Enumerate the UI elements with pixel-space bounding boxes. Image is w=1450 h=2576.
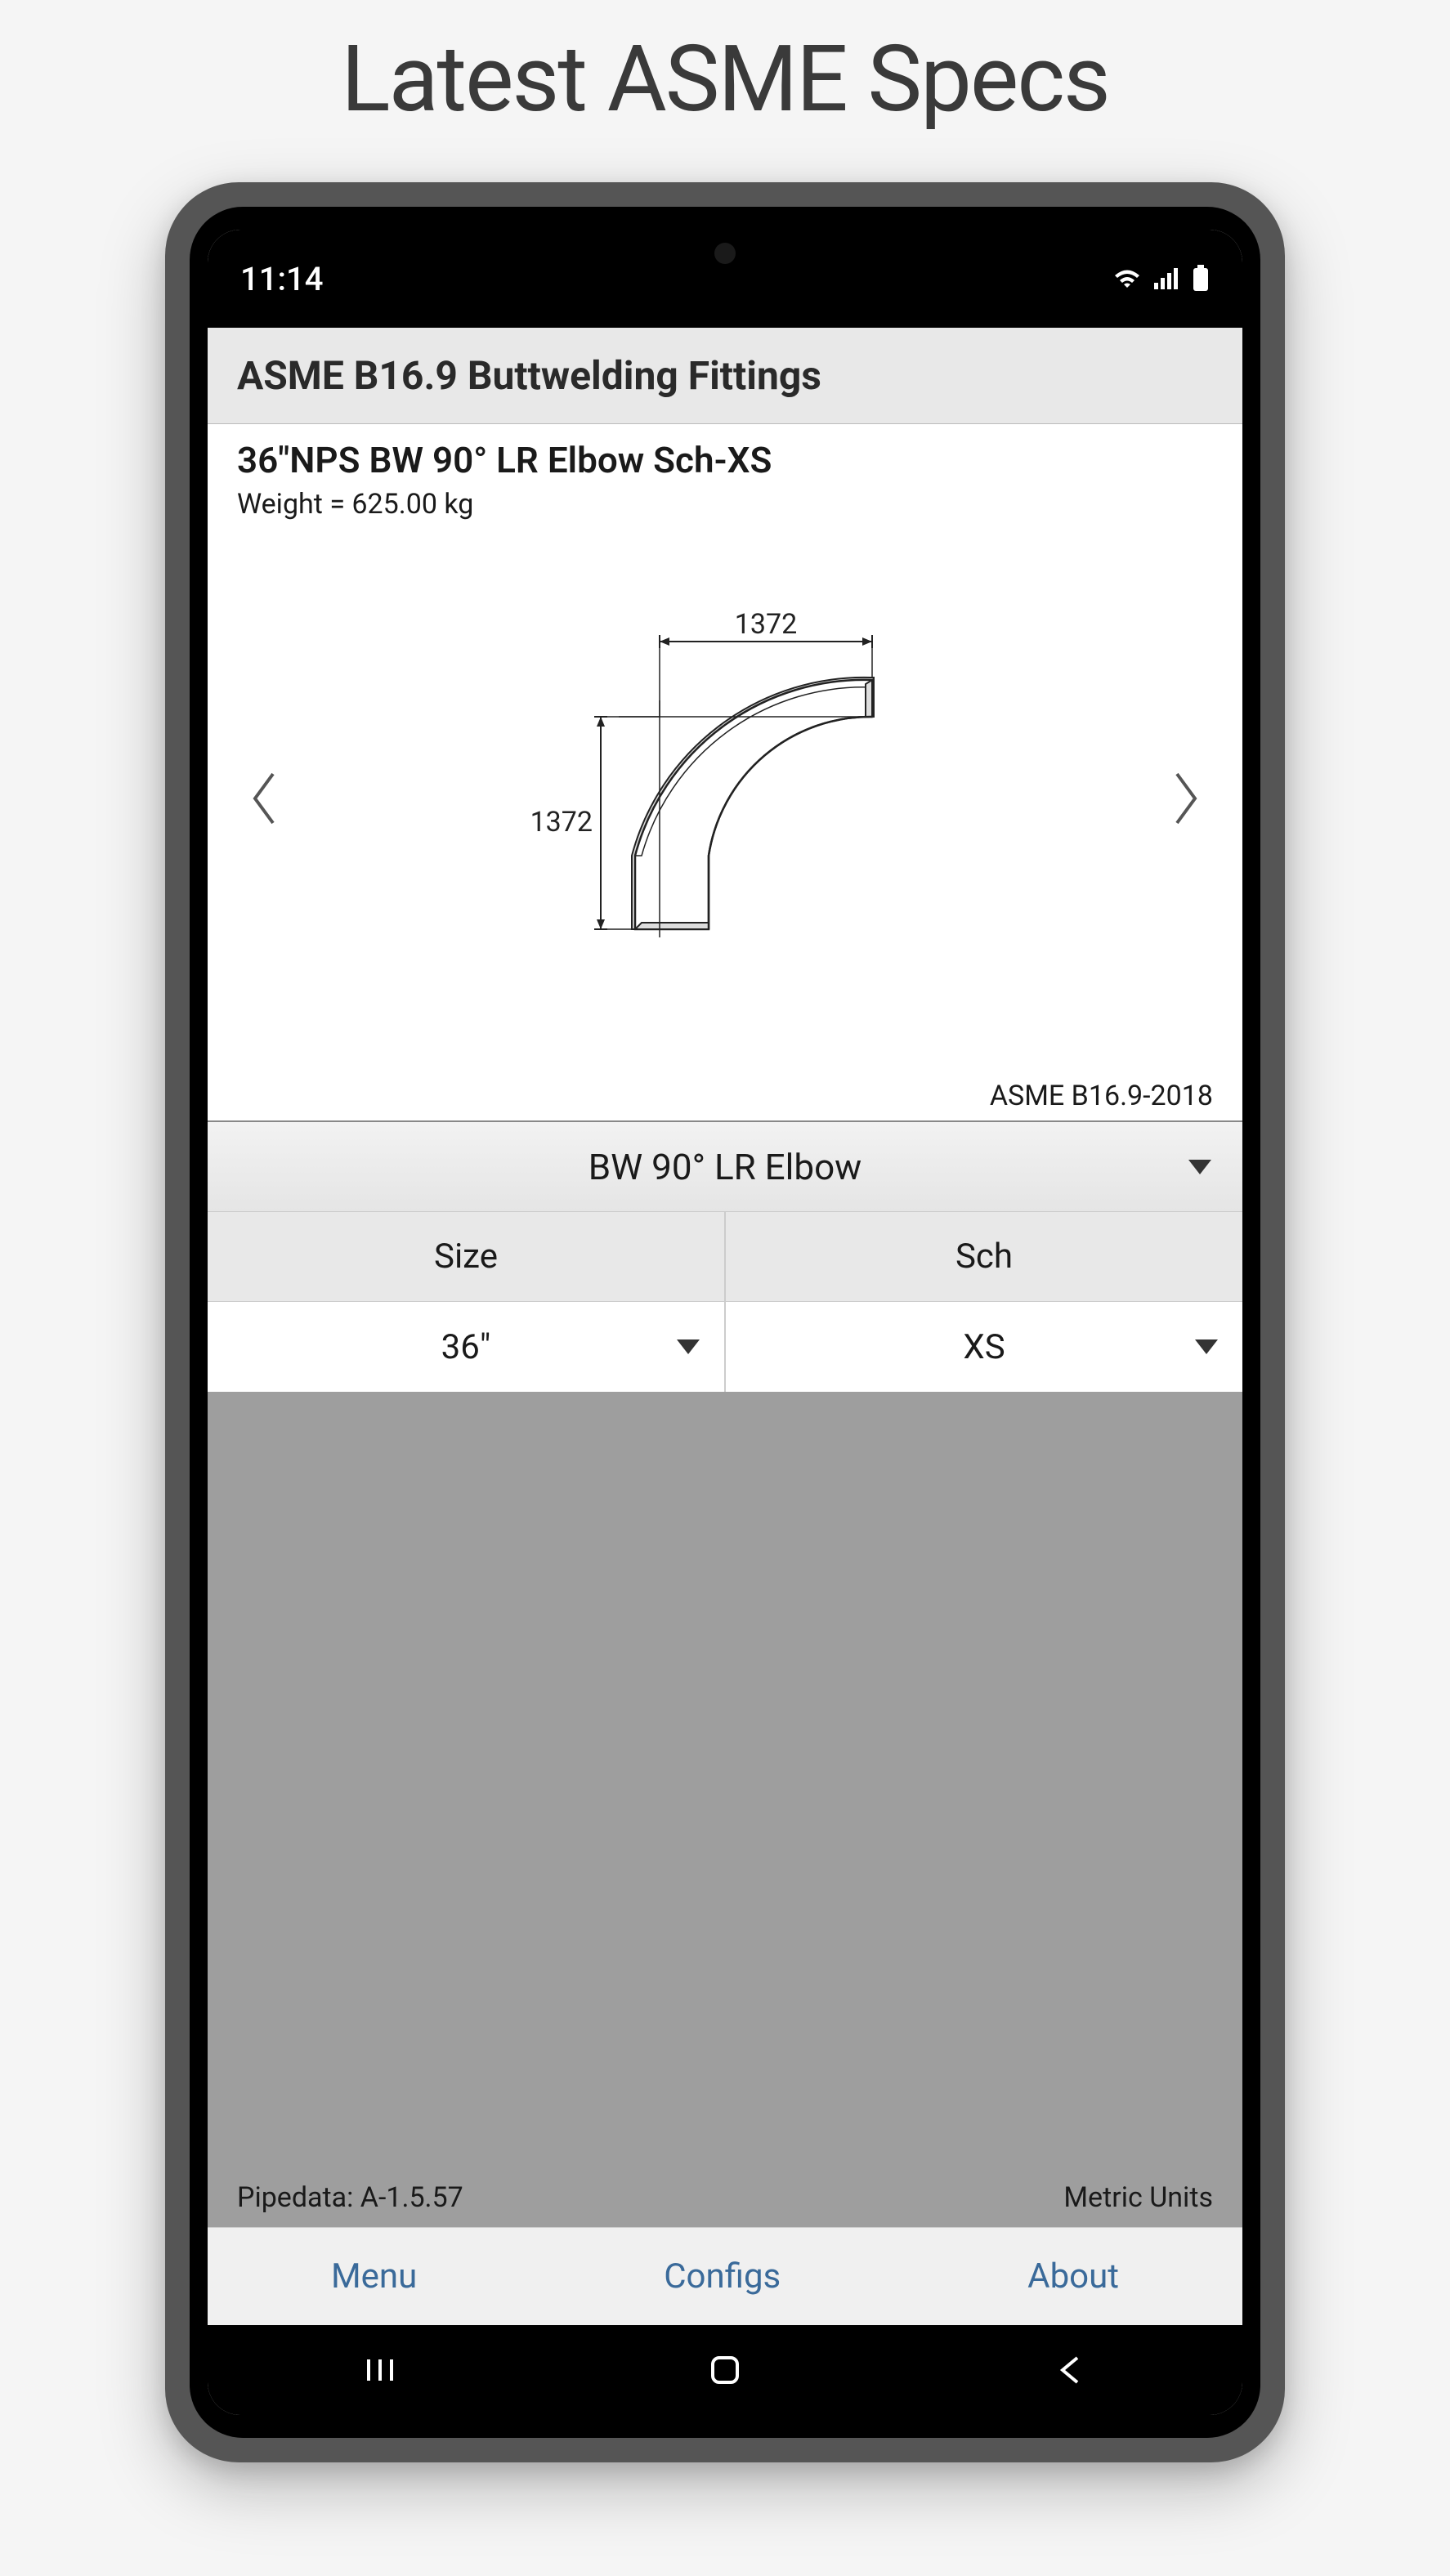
nav-bar	[208, 2325, 1242, 2415]
wifi-icon	[1112, 266, 1143, 291]
elbow-diagram: 1372 1372	[289, 521, 1161, 1076]
next-button[interactable]	[1161, 762, 1210, 835]
page-title: Latest ASME Specs	[341, 26, 1109, 133]
signal-icon	[1154, 266, 1180, 291]
chevron-down-icon	[677, 1339, 700, 1354]
bottom-bar: Menu Configs About	[208, 2227, 1242, 2325]
dim-vertical-label: 1372	[530, 806, 593, 839]
chevron-down-icon	[1195, 1339, 1218, 1354]
prev-button[interactable]	[240, 762, 289, 835]
sch-value: XS	[963, 1327, 1005, 1367]
fitting-type-label: BW 90° LR Elbow	[589, 1146, 861, 1188]
footer-info: Pipedata: A-1.5.57 Metric Units	[237, 2181, 1213, 2214]
phone-frame: 11:14 ASME B16.9 Buttwelding Fittings	[165, 182, 1285, 2462]
status-time: 11:14	[240, 260, 323, 298]
diagram-area: 1372 1372	[208, 521, 1242, 1076]
selector-values: 36" XS	[208, 1302, 1242, 1392]
selector-headers: Size Sch	[208, 1212, 1242, 1302]
spec-area: 36"NPS BW 90° LR Elbow Sch-XS Weight = 6…	[208, 424, 1242, 521]
home-button[interactable]	[700, 2354, 750, 2386]
recents-icon	[364, 2356, 396, 2384]
chevron-left-icon	[248, 770, 281, 827]
sch-dropdown[interactable]: XS	[726, 1302, 1242, 1392]
camera-dot	[714, 243, 736, 264]
app-header-title: ASME B16.9 Buttwelding Fittings	[237, 352, 1213, 399]
about-button[interactable]: About	[1027, 2256, 1119, 2296]
chevron-right-icon	[1169, 770, 1202, 827]
phone-inner: 11:14 ASME B16.9 Buttwelding Fittings	[190, 207, 1260, 2438]
status-icons	[1112, 265, 1210, 293]
fitting-type-dropdown[interactable]: BW 90° LR Elbow	[208, 1122, 1242, 1212]
size-header: Size	[208, 1212, 726, 1302]
screen: 11:14 ASME B16.9 Buttwelding Fittings	[208, 230, 1242, 2415]
size-value: 36"	[441, 1327, 491, 1367]
units-label: Metric Units	[1063, 2181, 1213, 2214]
spec-title: 36"NPS BW 90° LR Elbow Sch-XS	[237, 439, 1213, 481]
back-icon	[1058, 2355, 1082, 2386]
battery-icon	[1192, 265, 1210, 293]
pipedata-label: Pipedata: A-1.5.57	[237, 2181, 463, 2214]
configs-button[interactable]: Configs	[664, 2256, 781, 2296]
content-space: Pipedata: A-1.5.57 Metric Units	[208, 1392, 1242, 2227]
size-dropdown[interactable]: 36"	[208, 1302, 726, 1392]
app-header: ASME B16.9 Buttwelding Fittings	[208, 328, 1242, 424]
home-icon	[709, 2355, 741, 2386]
spec-weight: Weight = 625.00 kg	[237, 488, 1213, 521]
sch-header: Sch	[726, 1212, 1242, 1302]
dim-horizontal-label: 1372	[735, 608, 797, 641]
standard-ref: ASME B16.9-2018	[208, 1076, 1242, 1122]
recents-button[interactable]	[356, 2354, 405, 2386]
menu-button[interactable]: Menu	[331, 2256, 417, 2296]
back-button[interactable]	[1045, 2354, 1094, 2386]
chevron-down-icon	[1188, 1160, 1211, 1174]
